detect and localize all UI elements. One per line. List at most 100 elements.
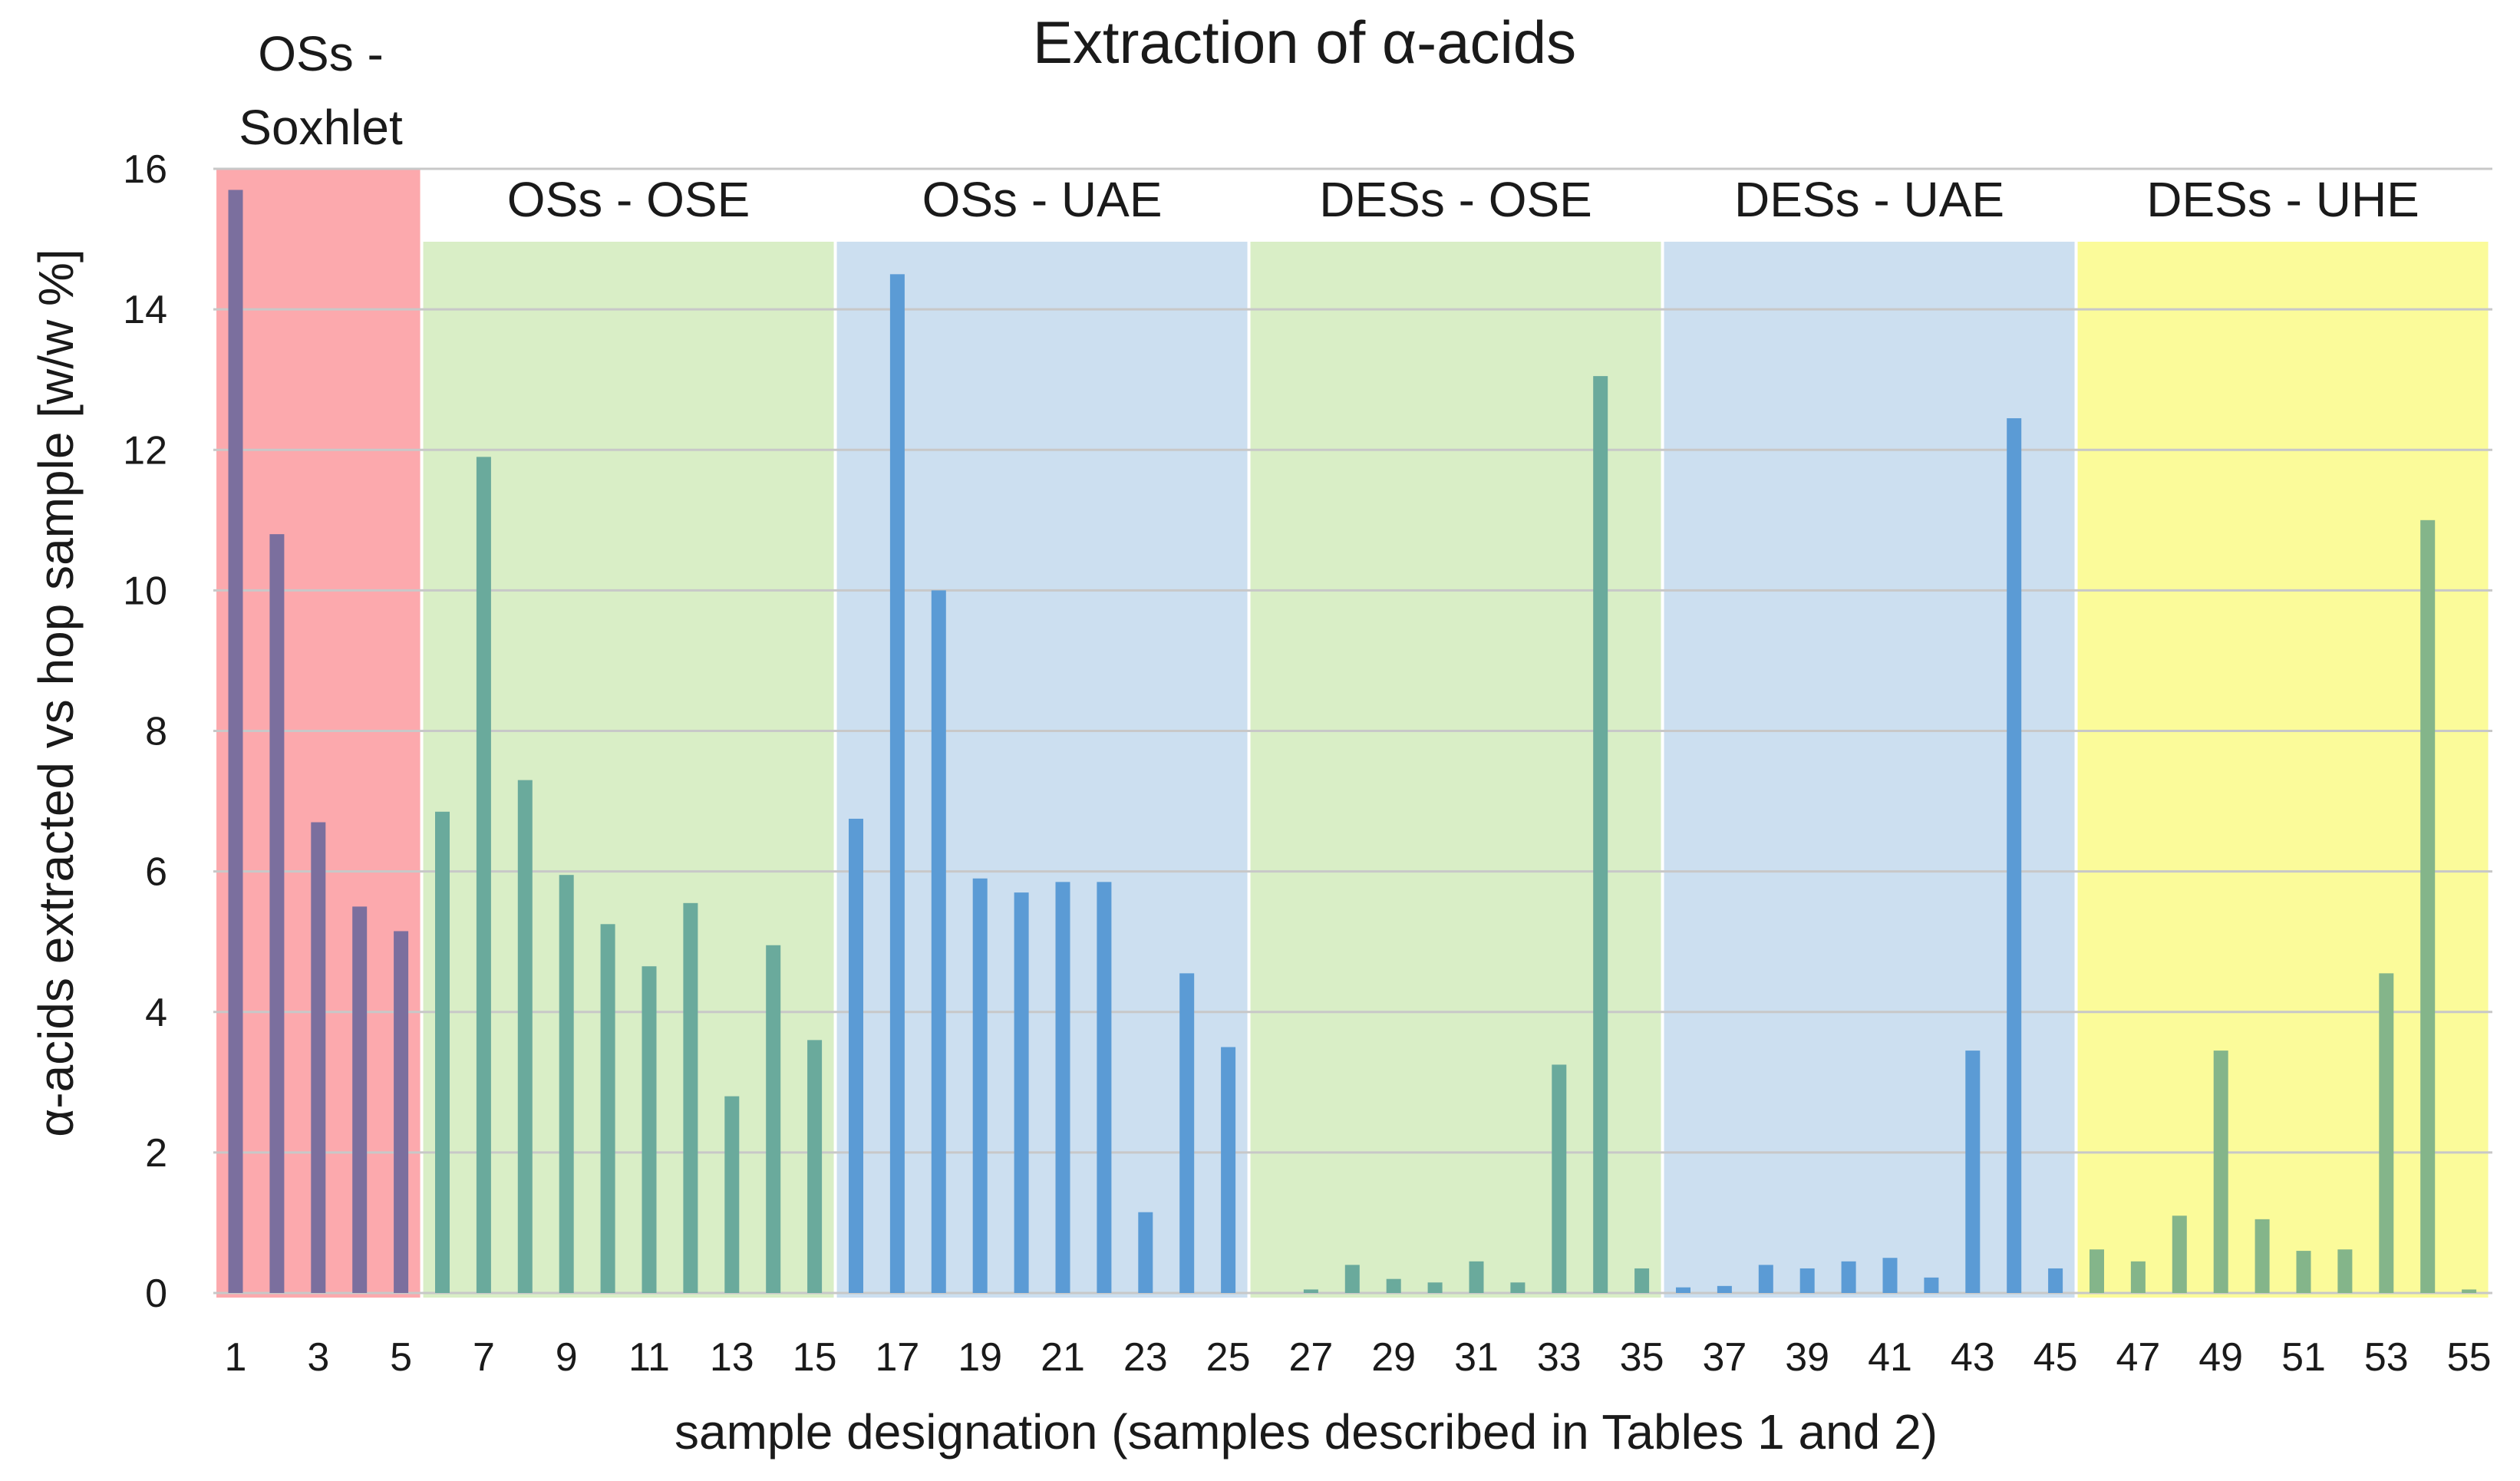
bar-sample-35 xyxy=(1634,1268,1650,1293)
x-tick-label: 39 xyxy=(1785,1335,1829,1380)
bar-sample-20 xyxy=(1014,892,1029,1293)
y-tick-label: 4 xyxy=(145,991,167,1035)
bar-sample-3 xyxy=(311,822,326,1293)
y-tick-label: 16 xyxy=(123,147,167,192)
x-tick-label: 27 xyxy=(1288,1335,1333,1380)
bar-sample-41 xyxy=(1882,1258,1898,1293)
x-tick-labels: 1 3 5 7 9 11 13 15 17 19 21 23 25 27 29 31 33 35 37 39 41 43 4… xyxy=(225,1335,2492,1380)
x-tick-label: 51 xyxy=(2281,1335,2326,1380)
group-label-1-line-1: OSs - xyxy=(258,26,384,81)
bar-sample-46 xyxy=(2090,1249,2104,1293)
x-tick-label: 49 xyxy=(2198,1335,2243,1380)
bar-sample-45 xyxy=(2048,1268,2063,1293)
x-tick-label: 43 xyxy=(1951,1335,1995,1380)
bar-sample-14 xyxy=(766,945,781,1293)
x-tick-label: 25 xyxy=(1206,1335,1251,1380)
bar-sample-49 xyxy=(2213,1051,2228,1293)
bar-sample-6 xyxy=(435,811,450,1293)
group-backgrounds xyxy=(216,169,2489,1298)
y-tick-label: 6 xyxy=(145,850,167,895)
bar-sample-36 xyxy=(1676,1287,1690,1293)
bar-sample-28 xyxy=(1344,1265,1360,1293)
bar-sample-48 xyxy=(2172,1215,2187,1293)
bar-sample-30 xyxy=(1427,1282,1443,1293)
group-label-6: DESs - UHE xyxy=(2146,172,2419,227)
y-tick-label: 8 xyxy=(145,710,167,754)
x-tick-label: 31 xyxy=(1454,1335,1499,1380)
bar-sample-27 xyxy=(1303,1289,1318,1293)
bar-sample-38 xyxy=(1758,1265,1773,1293)
bar-sample-7 xyxy=(476,457,491,1293)
x-tick-label: 7 xyxy=(473,1335,495,1380)
bar-sample-29 xyxy=(1386,1278,1401,1293)
x-tick-label: 19 xyxy=(958,1335,1002,1380)
group-label-5: DESs - UAE xyxy=(1734,172,2004,227)
group-labels: OSs - Soxhlet OSs - OSE OSs - UAE DESs - OSE… xyxy=(239,26,2419,227)
group-label-4: DESs - OSE xyxy=(1319,172,1592,227)
bar-sample-52 xyxy=(2337,1249,2353,1293)
x-tick-label: 23 xyxy=(1123,1335,1168,1380)
group-region-5 xyxy=(1664,242,2075,1298)
x-tick-label: 17 xyxy=(875,1335,919,1380)
x-tick-label: 53 xyxy=(2364,1335,2409,1380)
bar-sample-1 xyxy=(228,190,243,1293)
y-tick-labels: 0 2 4 6 8 10 12 14 16 xyxy=(123,147,167,1316)
bar-sample-18 xyxy=(931,590,946,1293)
group-region-2 xyxy=(423,242,834,1298)
bar-sample-12 xyxy=(683,902,698,1293)
y-tick-label: 14 xyxy=(123,288,167,332)
bar-sample-8 xyxy=(517,780,533,1293)
bar-sample-19 xyxy=(972,878,988,1293)
x-tick-label: 11 xyxy=(628,1335,670,1380)
bar-sample-37 xyxy=(1717,1285,1732,1293)
bar-sample-10 xyxy=(600,924,615,1293)
y-tick-label: 0 xyxy=(145,1272,167,1316)
group-label-3: OSs - UAE xyxy=(922,172,1163,227)
x-tick-label: 41 xyxy=(1868,1335,1912,1380)
group-label-2: OSs - OSE xyxy=(507,172,750,227)
x-tick-label: 15 xyxy=(793,1335,837,1380)
x-tick-label: 3 xyxy=(307,1335,329,1380)
x-tick-label: 45 xyxy=(2033,1335,2078,1380)
bar-sample-33 xyxy=(1552,1064,1567,1293)
bar-sample-24 xyxy=(1179,973,1195,1293)
bar-sample-13 xyxy=(724,1096,740,1293)
bar-sample-23 xyxy=(1138,1212,1153,1293)
x-tick-label: 55 xyxy=(2447,1335,2492,1380)
bar-sample-43 xyxy=(1965,1051,1981,1293)
y-tick-label: 10 xyxy=(123,569,167,613)
bar-sample-2 xyxy=(269,534,285,1293)
group-label-1-line-2: Soxhlet xyxy=(239,100,403,155)
bar-sample-17 xyxy=(889,274,905,1293)
bar-sample-40 xyxy=(1841,1261,1856,1293)
x-tick-label: 13 xyxy=(710,1335,754,1380)
x-tick-label: 37 xyxy=(1702,1335,1747,1380)
x-tick-label: 5 xyxy=(390,1335,412,1380)
bar-sample-32 xyxy=(1510,1282,1526,1293)
bar-sample-31 xyxy=(1469,1261,1484,1293)
bar-sample-25 xyxy=(1221,1047,1236,1293)
bar-sample-34 xyxy=(1593,376,1608,1293)
bar-sample-51 xyxy=(2296,1251,2311,1293)
bar-sample-53 xyxy=(2379,973,2394,1293)
bar-sample-4 xyxy=(352,906,368,1293)
x-tick-label: 33 xyxy=(1537,1335,1582,1380)
x-tick-label: 9 xyxy=(556,1335,578,1380)
bar-sample-50 xyxy=(2254,1219,2270,1293)
group-region-4 xyxy=(1250,242,1661,1298)
x-tick-label: 21 xyxy=(1041,1335,1085,1380)
bars xyxy=(228,190,2477,1293)
group-region-6 xyxy=(2077,242,2489,1298)
y-axis-title: α-acids extracted vs hop sample [w/w %] xyxy=(28,249,84,1136)
x-tick-label: 47 xyxy=(2116,1335,2160,1380)
bar-sample-21 xyxy=(1055,882,1070,1293)
y-tick-label: 2 xyxy=(145,1131,167,1176)
bar-sample-42 xyxy=(1924,1277,1939,1293)
x-tick-label: 29 xyxy=(1371,1335,1416,1380)
bar-sample-47 xyxy=(2130,1261,2146,1293)
bar-sample-44 xyxy=(2007,418,2022,1293)
x-axis-title: sample designation (samples described in… xyxy=(675,1404,1938,1460)
bar-sample-11 xyxy=(642,966,657,1293)
x-tick-label: 1 xyxy=(225,1335,247,1380)
chart-title: Extraction of α-acids xyxy=(1033,8,1576,76)
